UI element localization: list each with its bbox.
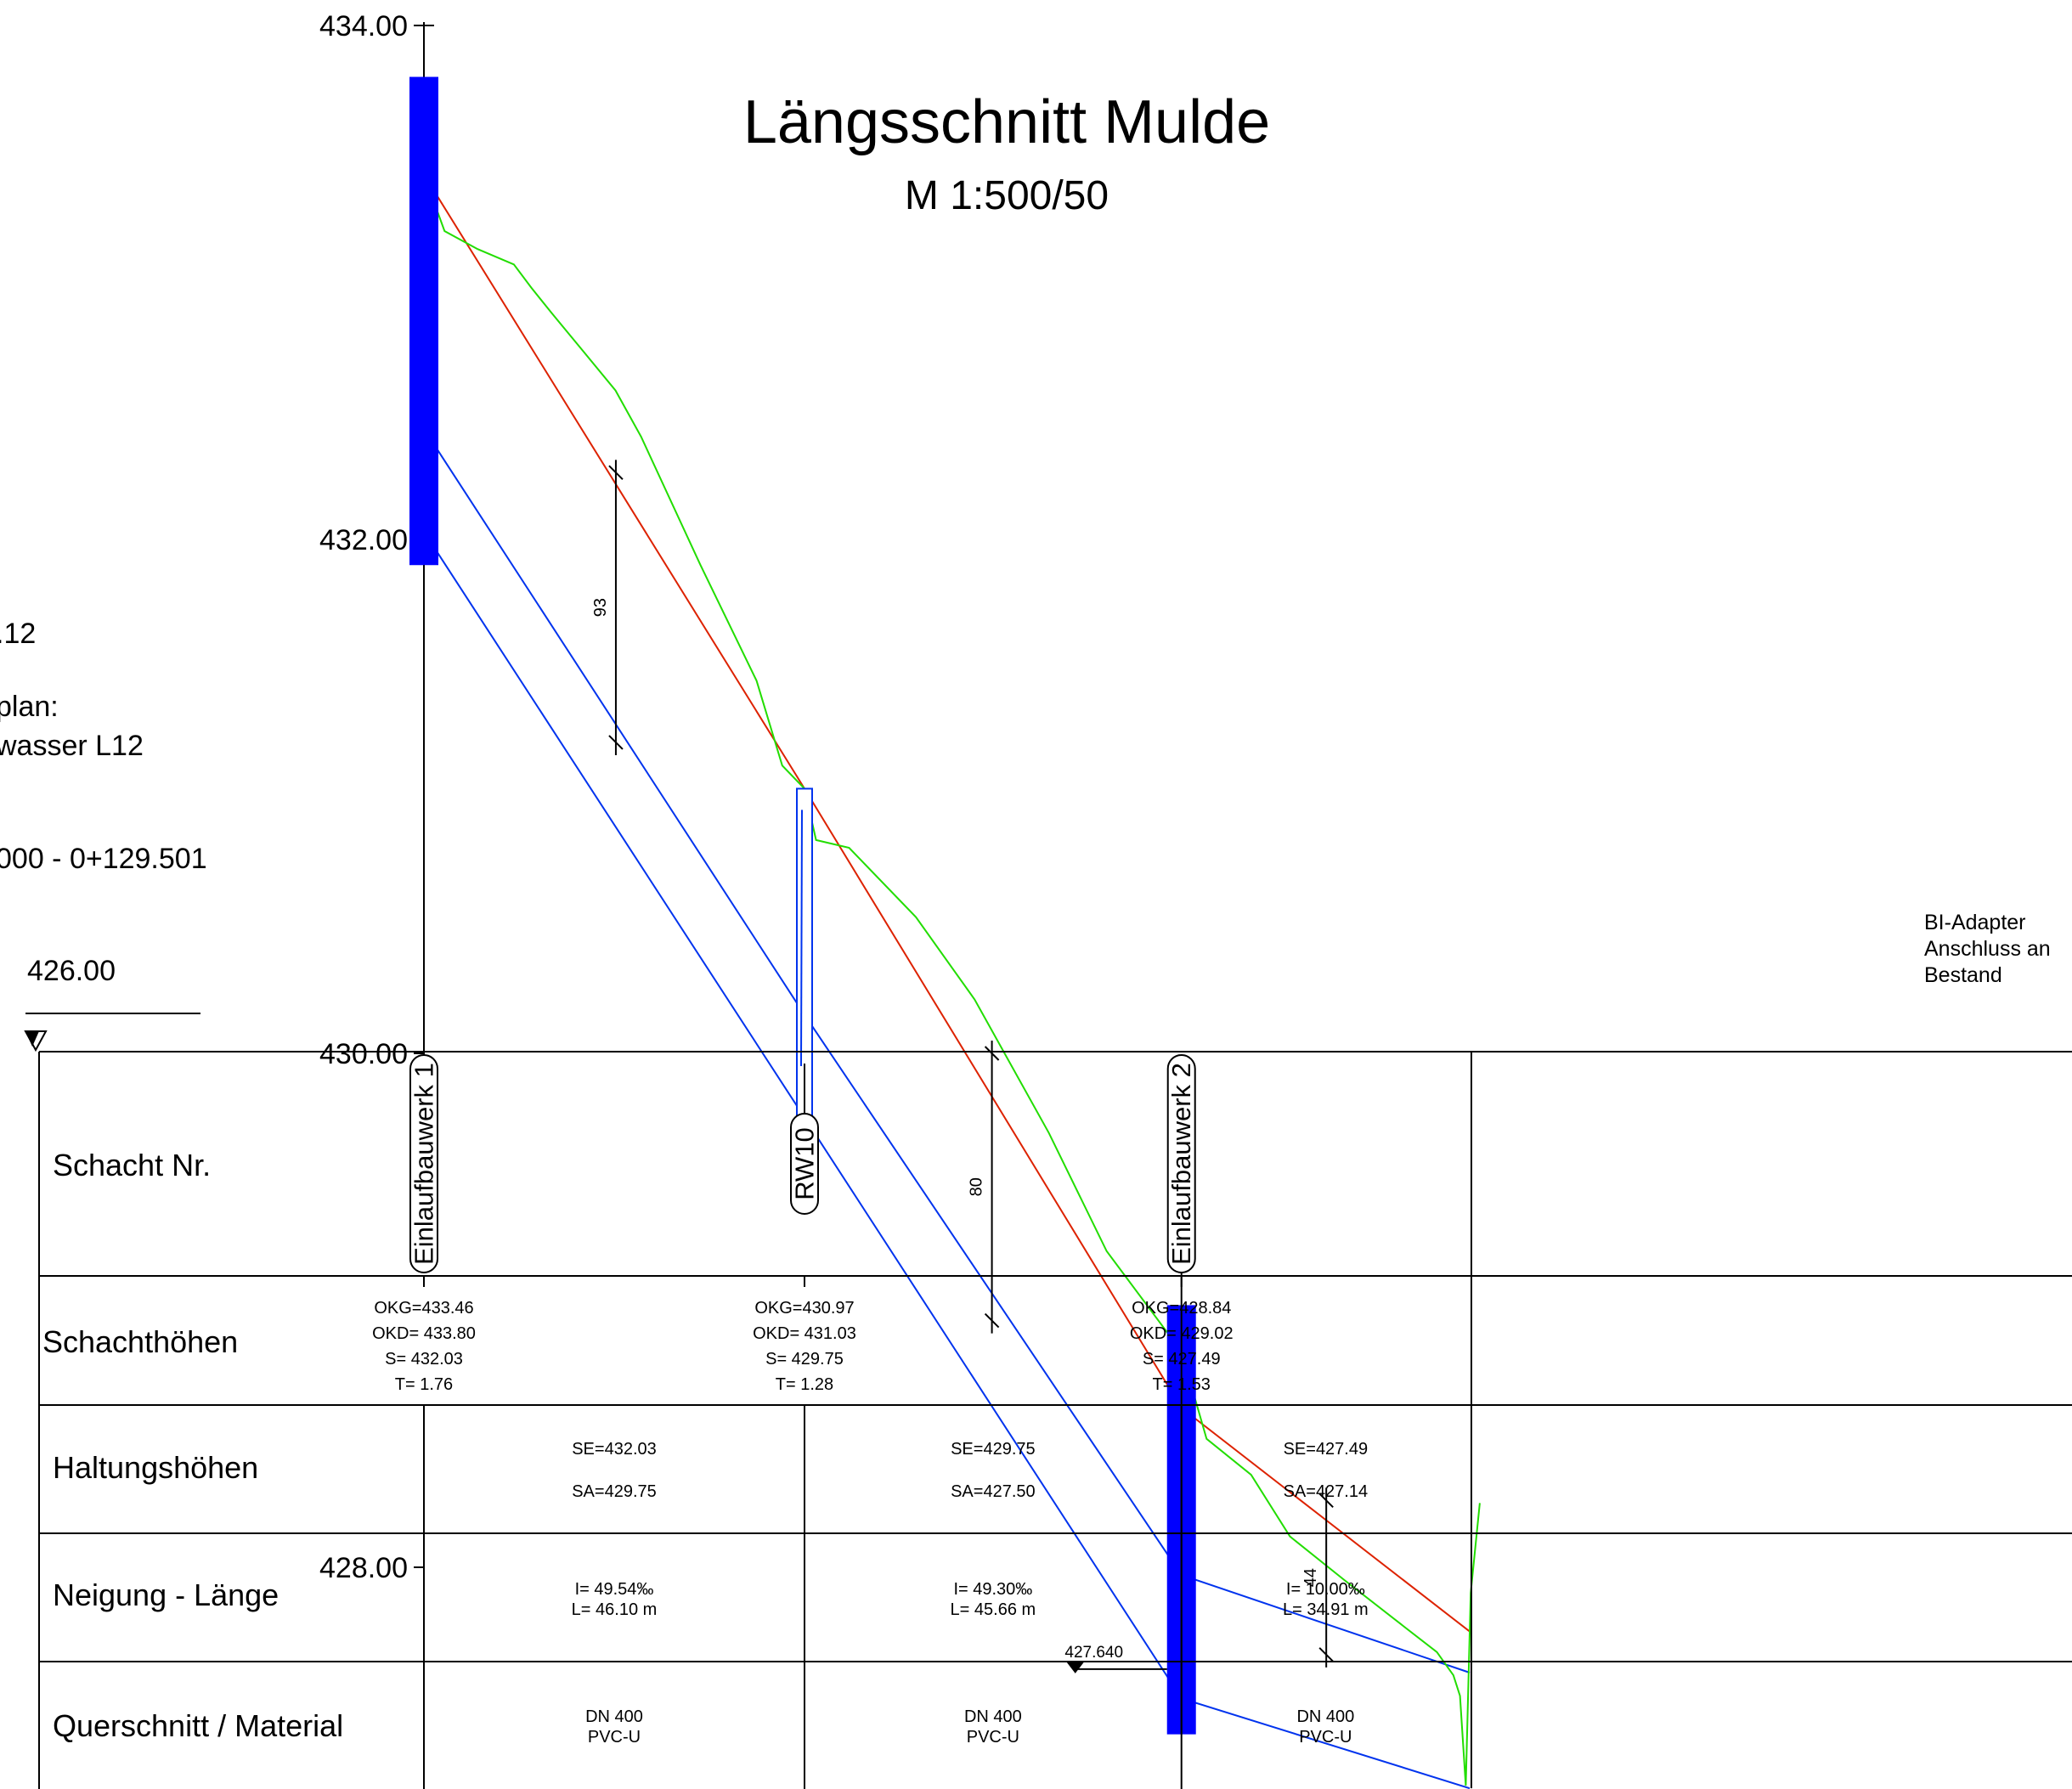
- y-tick-label: 434.00: [319, 10, 408, 42]
- shaft-height-t: T= 1.28: [776, 1375, 833, 1394]
- shaft-height-s: S= 429.75: [765, 1350, 844, 1369]
- segment-start-invert: SE=429.75: [951, 1440, 1036, 1459]
- segment-material: PVC-U: [967, 1728, 1019, 1747]
- segment-length: L= 34.91 m: [1283, 1600, 1369, 1619]
- shaft-structures: [409, 76, 1196, 1735]
- end-note-line-3: Bestand: [1924, 963, 2002, 987]
- row-label-shaft-heights: Schachthöhen: [42, 1324, 238, 1359]
- segment-slope: I= 10.00‰: [1286, 1580, 1365, 1599]
- manhole-cone-line: [799, 810, 803, 1066]
- shaft-name: Einlaufbauwerk 1: [409, 1063, 439, 1265]
- drawing-scale: M 1:500/50: [905, 173, 1109, 218]
- segment-diameter: DN 400: [1296, 1707, 1354, 1726]
- segment-slope: I= 49.30‰: [953, 1580, 1032, 1599]
- table-values: Einlaufbauwerk 1 OKG=433.46 OKD= 433.80 S= …: [372, 1054, 1369, 1789]
- segment-material: PVC-U: [1299, 1728, 1352, 1747]
- pipe-invert-line: [423, 531, 1471, 1789]
- dimension-tick-top: [984, 1046, 1000, 1061]
- profile-lines: [423, 173, 1481, 1789]
- segment-end-invert: SA=427.14: [1284, 1482, 1369, 1501]
- shaft-height-okd: OKD= 433.80: [372, 1324, 476, 1343]
- shaft-label-capsule: [409, 1054, 438, 1273]
- shaft-height-t: T= 1.53: [1153, 1375, 1211, 1394]
- data-table: Schacht Nr. Schachthöhen Haltungshöhen N…: [38, 1051, 2072, 1789]
- y-tick-label: 432.00: [319, 524, 408, 556]
- drawing-title: Längsschnitt Mulde: [743, 88, 1270, 156]
- shaft-name: Einlaufbauwerk 2: [1166, 1063, 1196, 1265]
- shaft-height-okg: OKG=433.46: [374, 1299, 473, 1318]
- segment-end-invert: SA=427.50: [951, 1482, 1036, 1501]
- segment-diameter: DN 400: [585, 1707, 643, 1726]
- segment-start-invert: SE=427.49: [1284, 1440, 1369, 1459]
- row-label-section-material: Querschnitt / Material: [53, 1708, 343, 1743]
- y-tick-label: 430.00: [319, 1038, 408, 1070]
- shaft-height-s: S= 432.03: [385, 1350, 463, 1369]
- design-ground-line: [423, 173, 1471, 1633]
- shaft-height-s: S= 427.49: [1143, 1350, 1221, 1369]
- shaft-name: RW10: [789, 1127, 819, 1200]
- shaft-height-okd: OKD= 431.03: [753, 1324, 856, 1343]
- row-label-slope-length: Neigung - Länge: [53, 1577, 279, 1612]
- y-tick-label: 428.00: [319, 1552, 408, 1584]
- segment-length: L= 45.66 m: [951, 1600, 1036, 1619]
- left-note-2: plan:: [0, 691, 59, 723]
- segment-diameter: DN 400: [964, 1707, 1022, 1726]
- left-note-1: .12: [0, 618, 36, 650]
- shaft-height-okd: OKD= 429.02: [1130, 1324, 1234, 1343]
- segment-slope: I= 49.54‰: [575, 1580, 654, 1599]
- segment-start-invert: SE=432.03: [572, 1440, 657, 1459]
- dimension-tick-top: [1318, 1493, 1334, 1509]
- dimension-label: 80: [968, 1177, 986, 1196]
- level-marker-triangle: [1066, 1662, 1084, 1673]
- reference-level-marker: [25, 1031, 39, 1047]
- shaft-label-capsule: [789, 1113, 819, 1215]
- left-note-4: 000 - 0+129.501: [0, 843, 207, 875]
- end-note-line-1: BI-Adapter: [1924, 911, 2026, 934]
- left-note-3: wasser L12: [0, 730, 144, 762]
- level-marker-label: 427.640: [1064, 1644, 1123, 1662]
- existing-terrain-line: [423, 174, 1481, 1786]
- dimension-label: 44: [1301, 1568, 1320, 1587]
- cover-dimensions: 93 80 44: [591, 460, 1334, 1668]
- shaft-height-t: T= 1.76: [395, 1375, 453, 1394]
- dimension-tick-bottom: [1318, 1647, 1334, 1662]
- segment-end-invert: SA=429.75: [572, 1482, 657, 1501]
- segment-length: L= 46.10 m: [572, 1600, 658, 1619]
- reference-level-label: 426.00: [27, 955, 116, 987]
- shaft-height-okg: OKG=428.84: [1132, 1299, 1231, 1318]
- shaft-label-capsule: [1166, 1054, 1196, 1273]
- dimension-tick-bottom: [984, 1312, 1000, 1329]
- shaft-height-okg: OKG=430.97: [754, 1299, 854, 1318]
- row-label-shaft-number: Schacht Nr.: [53, 1148, 211, 1182]
- row-label-pipe-heights: Haltungshöhen: [53, 1450, 258, 1485]
- segment-material: PVC-U: [588, 1728, 641, 1747]
- dimension-tick-bottom: [608, 735, 624, 750]
- reference-level-marker-outline: [24, 1030, 48, 1053]
- dimension-label: 93: [591, 598, 610, 617]
- dimension-tick-top: [608, 465, 624, 481]
- end-note-line-2: Anschluss an: [1924, 937, 2051, 961]
- elevation-axis-ticks: 434.00 432.00 430.00 428.00: [319, 10, 434, 1584]
- inlet-structure: [409, 76, 438, 566]
